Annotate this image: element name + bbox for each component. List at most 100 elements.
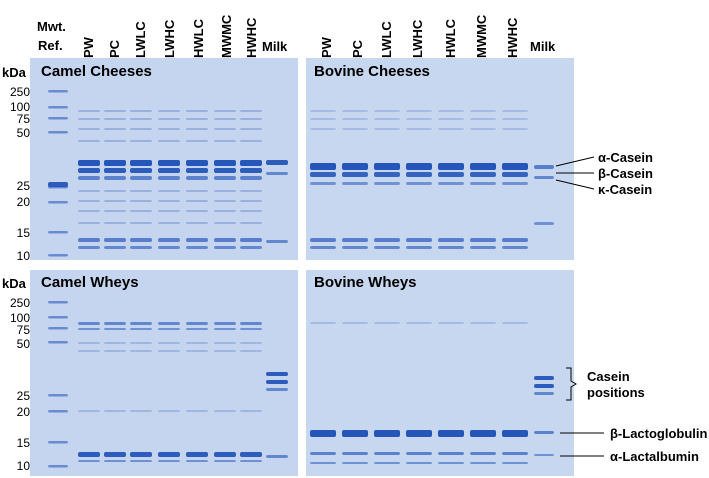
gel-band (438, 182, 464, 185)
marker-band (48, 106, 68, 109)
marker-band (48, 441, 68, 444)
gel-band (104, 140, 126, 142)
gel-band (266, 455, 288, 458)
gel-band (130, 410, 152, 412)
gel-band (78, 210, 100, 212)
gel-band (438, 430, 464, 437)
gel-band (130, 222, 152, 224)
gel-band (240, 128, 262, 130)
gel-band (310, 322, 336, 324)
marker-band (48, 410, 68, 413)
gel-band (158, 328, 180, 330)
gel-band (310, 110, 336, 112)
gel-band (438, 246, 464, 249)
gel-band (78, 222, 100, 224)
kda-tick-top-20: 20 (16, 195, 30, 209)
gel-band (342, 128, 368, 130)
gel-band (470, 246, 496, 249)
gel-band (214, 210, 236, 212)
gel-band (186, 190, 208, 192)
gel-band (374, 182, 400, 185)
gel-band (470, 452, 496, 455)
gel-band (186, 238, 208, 242)
gel-band (438, 118, 464, 120)
camel-lane-label-hwhc: HWHC (244, 17, 259, 58)
gel-band (130, 128, 152, 130)
gel-band (104, 322, 126, 325)
gel-band (438, 452, 464, 455)
gel-band (158, 118, 180, 120)
gel-band (158, 342, 180, 344)
gel-band (214, 190, 236, 192)
gel-band (266, 160, 288, 165)
gel-band (104, 128, 126, 130)
gel-band (104, 460, 126, 462)
gel-band (214, 342, 236, 344)
gel-band (406, 246, 432, 249)
gel-band (342, 172, 368, 177)
gel-band (130, 168, 152, 173)
gel-band (502, 128, 528, 130)
gel-band (502, 246, 528, 249)
gel-band (374, 238, 400, 242)
gel-band (214, 460, 236, 462)
gel-band (186, 452, 208, 457)
gel-band (240, 210, 262, 212)
gel-band (240, 222, 262, 224)
gel-band (186, 328, 208, 330)
gel-band (158, 460, 180, 462)
gel-band (78, 168, 100, 173)
gel-band (104, 176, 126, 180)
bovine-lane-label-hwhc: HWHC (505, 17, 520, 58)
gel-band (78, 350, 100, 352)
gel-band (214, 238, 236, 242)
gel-panel-bovine-cheeses (306, 58, 574, 260)
gel-band (406, 430, 432, 437)
annotation-alpha-casein: α-Casein (598, 150, 653, 165)
gel-band (186, 350, 208, 352)
gel-band (438, 110, 464, 112)
gel-band (266, 172, 288, 175)
gel-band (78, 460, 100, 462)
gel-band (186, 246, 208, 249)
gel-band (406, 238, 432, 242)
gel-band (470, 128, 496, 130)
gel-band (186, 222, 208, 224)
kda-tick-top-25: 25 (16, 179, 30, 193)
gel-band (78, 140, 100, 142)
gel-band (158, 210, 180, 212)
gel-band (104, 452, 126, 457)
camel-lane-label-pc: PC (107, 39, 122, 58)
gel-band (266, 388, 288, 391)
gel-band (502, 238, 528, 242)
gel-band (502, 172, 528, 177)
gel-band (342, 238, 368, 242)
camel-lane-label-milk: Milk (262, 39, 288, 54)
gel-band (438, 322, 464, 324)
gel-band (240, 176, 262, 180)
gel-band (374, 163, 400, 170)
bovine-lane-label-lwlc: LWLC (379, 21, 394, 58)
kda-tick-top-10: 10 (16, 249, 30, 263)
marker-band (48, 465, 68, 468)
gel-band (342, 110, 368, 112)
gel-band (158, 222, 180, 224)
gel-band (310, 118, 336, 120)
gel-band (342, 452, 368, 455)
marker-band (48, 316, 68, 319)
mwt-ref-label-line1: Mwt. (37, 19, 66, 34)
gel-band (534, 176, 554, 179)
gel-band (502, 163, 528, 170)
kda-tick-bottom-10: 10 (16, 459, 30, 473)
panel-title-camel-wheys: Camel Wheys (41, 274, 139, 291)
gel-band (158, 410, 180, 412)
gel-band (310, 172, 336, 177)
gel-band (310, 246, 336, 249)
gel-band (240, 342, 262, 344)
gel-band (130, 110, 152, 112)
gel-band (78, 128, 100, 130)
camel-lane-label-hwlc: HWLC (191, 19, 206, 58)
camel-lane-label-lwlc: LWLC (133, 21, 148, 58)
gel-band (158, 128, 180, 130)
gel-band (186, 410, 208, 412)
